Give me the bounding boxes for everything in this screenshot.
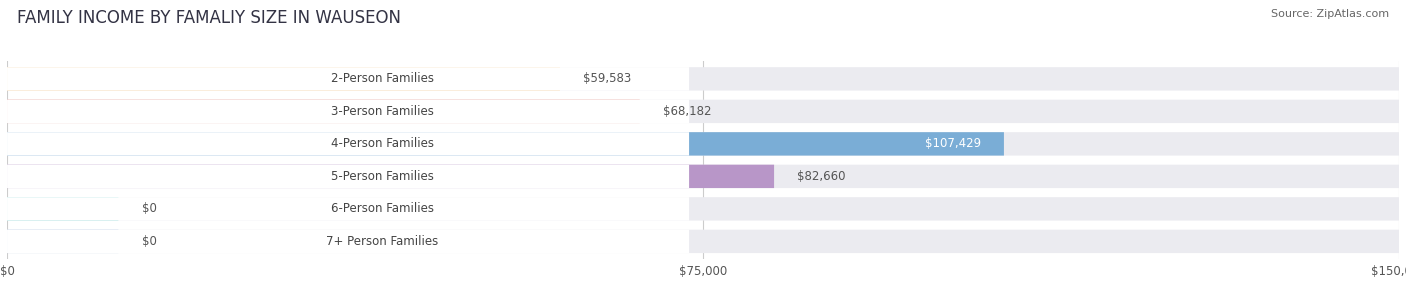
FancyBboxPatch shape <box>7 230 689 253</box>
FancyBboxPatch shape <box>7 165 689 188</box>
Text: FAMILY INCOME BY FAMALIY SIZE IN WAUSEON: FAMILY INCOME BY FAMALIY SIZE IN WAUSEON <box>17 9 401 27</box>
FancyBboxPatch shape <box>7 132 1004 156</box>
Text: Source: ZipAtlas.com: Source: ZipAtlas.com <box>1271 9 1389 19</box>
FancyBboxPatch shape <box>7 197 689 221</box>
Text: 2-Person Families: 2-Person Families <box>330 72 433 85</box>
FancyBboxPatch shape <box>7 100 689 123</box>
FancyBboxPatch shape <box>7 67 560 91</box>
FancyBboxPatch shape <box>7 132 1399 156</box>
Text: 4-Person Families: 4-Person Families <box>330 137 433 150</box>
FancyBboxPatch shape <box>7 165 775 188</box>
FancyBboxPatch shape <box>7 230 1399 253</box>
Text: $107,429: $107,429 <box>925 137 981 150</box>
FancyBboxPatch shape <box>7 197 1399 221</box>
FancyBboxPatch shape <box>7 132 689 156</box>
Text: $82,660: $82,660 <box>797 170 846 183</box>
FancyBboxPatch shape <box>7 67 689 91</box>
Text: 5-Person Families: 5-Person Families <box>330 170 433 183</box>
Text: 3-Person Families: 3-Person Families <box>330 105 433 118</box>
FancyBboxPatch shape <box>7 100 640 123</box>
Text: $0: $0 <box>142 235 156 248</box>
Text: 7+ Person Families: 7+ Person Families <box>326 235 439 248</box>
FancyBboxPatch shape <box>7 100 1399 123</box>
Text: 6-Person Families: 6-Person Families <box>330 203 433 215</box>
FancyBboxPatch shape <box>7 197 118 221</box>
FancyBboxPatch shape <box>7 67 1399 91</box>
Text: $0: $0 <box>142 203 156 215</box>
Text: $68,182: $68,182 <box>664 105 711 118</box>
Text: $59,583: $59,583 <box>583 72 631 85</box>
FancyBboxPatch shape <box>7 165 1399 188</box>
FancyBboxPatch shape <box>7 230 118 253</box>
